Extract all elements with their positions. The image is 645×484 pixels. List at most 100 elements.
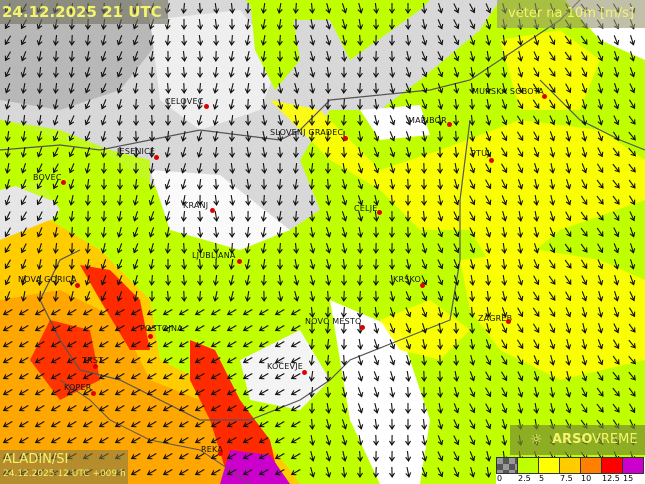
wind-arrow xyxy=(308,178,315,191)
wind-arrow xyxy=(533,35,540,46)
wind-arrow xyxy=(453,211,460,222)
wind-arrow xyxy=(244,290,251,302)
wind-arrow xyxy=(50,325,61,332)
wind-arrow xyxy=(325,3,332,14)
wind-arrow xyxy=(164,130,171,143)
wind-arrow xyxy=(485,195,492,206)
wind-arrow xyxy=(290,325,301,332)
wind-arrow xyxy=(421,338,428,350)
wind-arrow xyxy=(613,67,620,78)
wind-arrow xyxy=(421,115,428,126)
wind-arrow xyxy=(405,147,412,158)
wind-arrow xyxy=(437,419,444,430)
wind-arrow xyxy=(34,437,45,444)
wind-arrow xyxy=(389,323,396,334)
wind-arrow xyxy=(194,421,205,428)
wind-arrow xyxy=(501,258,508,270)
color-legend: 0 2.5 5 7.5 10 12.5 15 xyxy=(496,457,645,484)
wind-arrow xyxy=(130,405,141,412)
wind-arrow xyxy=(84,131,91,142)
wind-arrow xyxy=(628,163,636,173)
legend-tick: 5 xyxy=(539,474,545,483)
wind-arrow xyxy=(242,421,253,428)
wind-arrow xyxy=(52,211,59,222)
wind-arrow xyxy=(469,19,476,30)
wind-arrow xyxy=(4,243,12,254)
wind-arrow xyxy=(308,338,315,351)
wind-arrow xyxy=(564,227,572,238)
wind-arrow xyxy=(565,307,572,318)
wind-arrow xyxy=(116,291,123,302)
wind-arrow xyxy=(485,147,492,158)
wind-arrow xyxy=(405,307,412,318)
wind-arrow xyxy=(533,147,540,158)
wind-arrow xyxy=(309,210,316,223)
wind-arrow xyxy=(581,307,588,318)
wind-arrow xyxy=(340,290,347,303)
wind-arrow xyxy=(324,322,331,335)
wind-arrow xyxy=(132,67,139,78)
wind-arrow xyxy=(581,291,588,302)
wind-arrow xyxy=(52,66,59,79)
wind-arrow xyxy=(325,451,332,462)
wind-arrow xyxy=(516,339,524,350)
wind-arrow xyxy=(373,339,380,350)
wind-arrow xyxy=(82,325,93,332)
wind-arrow xyxy=(165,66,172,79)
wind-arrow xyxy=(165,258,171,271)
wind-arrow xyxy=(340,82,347,95)
wind-arrow xyxy=(66,421,77,428)
wind-arrow xyxy=(389,178,396,190)
wind-arrow xyxy=(132,259,139,270)
wind-arrow xyxy=(421,2,428,14)
wind-arrow xyxy=(4,211,11,222)
wind-arrow xyxy=(485,3,492,14)
wind-arrow xyxy=(501,115,508,126)
wind-arrow xyxy=(565,179,572,190)
city-label: NOVA GORICA xyxy=(18,275,77,284)
wind-arrow xyxy=(245,130,252,142)
wind-arrow xyxy=(469,35,476,46)
wind-arrow xyxy=(596,163,604,174)
wind-arrow xyxy=(178,309,189,316)
wind-arrow xyxy=(580,195,588,206)
wind-arrow xyxy=(82,309,93,316)
wind-arrow xyxy=(613,243,620,254)
wind-arrow xyxy=(324,338,331,350)
wind-arrow xyxy=(629,35,636,46)
wind-arrow xyxy=(469,306,476,319)
wind-arrow xyxy=(146,389,157,396)
wind-arrow xyxy=(50,421,61,428)
wind-arrow xyxy=(164,18,171,30)
wind-arrow xyxy=(244,51,251,62)
wind-arrow xyxy=(485,403,492,414)
wind-arrow xyxy=(309,98,316,111)
wind-arrow xyxy=(548,259,556,270)
wind-arrow xyxy=(82,405,93,412)
wind-arrow xyxy=(437,243,444,254)
wind-arrow xyxy=(405,226,412,239)
wind-arrow xyxy=(357,355,364,366)
wind-arrow xyxy=(197,194,203,207)
wind-arrow xyxy=(581,371,588,382)
wind-arrow xyxy=(501,66,508,78)
city-marker xyxy=(420,283,425,288)
parameter-title: veter na 10m [m/s] xyxy=(497,0,645,28)
wind-arrow xyxy=(260,34,267,46)
wind-arrow xyxy=(469,98,476,111)
wind-arrow xyxy=(469,114,476,127)
wind-arrow xyxy=(165,274,172,287)
wind-arrow xyxy=(226,357,237,364)
wind-arrow xyxy=(292,178,299,190)
wind-arrow xyxy=(389,466,396,479)
wind-arrow xyxy=(84,99,91,110)
wind-arrow xyxy=(308,130,315,143)
wind-arrow xyxy=(229,178,236,190)
wind-arrow xyxy=(373,450,379,463)
wind-arrow xyxy=(84,34,91,47)
wind-arrow xyxy=(549,178,556,190)
wind-arrow xyxy=(212,146,219,158)
wind-arrow xyxy=(581,179,588,190)
wind-arrow xyxy=(597,339,604,350)
wind-arrow xyxy=(290,437,301,444)
